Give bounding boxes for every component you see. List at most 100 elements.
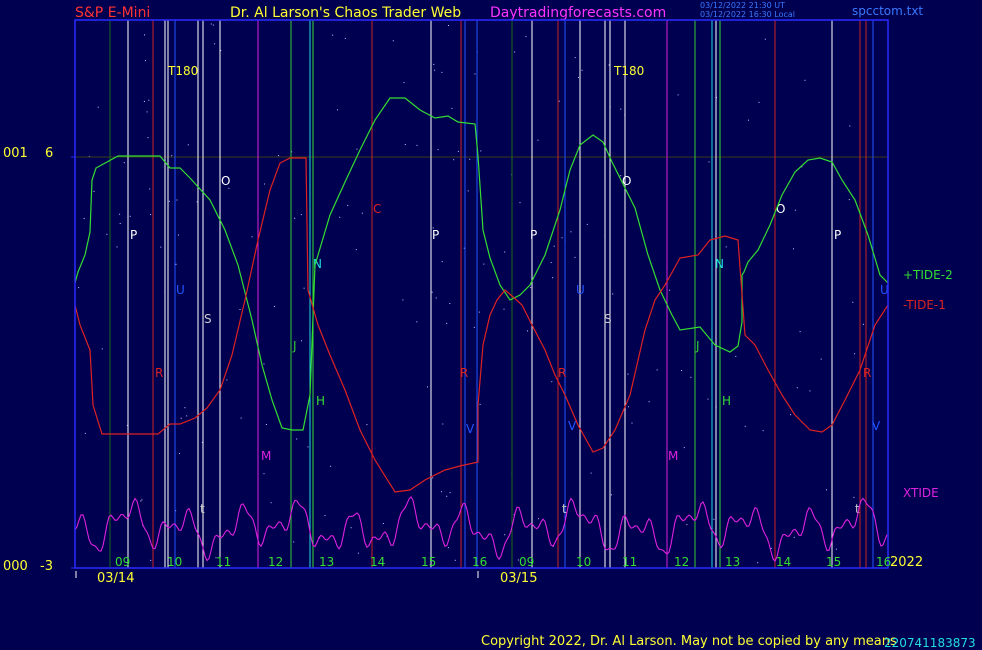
- background-dot: [93, 190, 95, 192]
- background-dot: [150, 559, 152, 561]
- background-dot: [558, 100, 560, 102]
- background-dot: [744, 425, 746, 427]
- background-dot: [478, 311, 480, 313]
- background-dot: [713, 518, 715, 520]
- background-dot: [144, 34, 145, 36]
- event-marker-label: R: [863, 366, 871, 380]
- background-dot: [793, 248, 794, 250]
- event-marker-label: V: [466, 422, 475, 436]
- background-dot: [416, 321, 418, 323]
- background-dot: [849, 125, 851, 127]
- background-dot: [291, 151, 293, 153]
- background-dot: [517, 559, 519, 561]
- copyright-notice: Copyright 2022, Dr. Al Larson. May not b…: [481, 634, 897, 649]
- background-dot: [686, 524, 688, 526]
- event-marker-label: O: [622, 174, 631, 188]
- event-marker-label: S: [204, 312, 212, 326]
- event-marker-label: V: [872, 419, 881, 433]
- background-dot: [707, 398, 709, 400]
- background-dot: [519, 202, 521, 204]
- background-dot: [627, 373, 629, 375]
- event-marker-label: M: [668, 449, 678, 463]
- background-dot: [447, 547, 449, 549]
- background-dot: [449, 303, 451, 304]
- background-dot: [149, 188, 151, 190]
- hour-tick-label: 09: [115, 555, 130, 569]
- background-dot: [402, 299, 404, 301]
- background-dot: [527, 330, 528, 332]
- background-dot: [434, 69, 436, 71]
- background-dot: [186, 415, 188, 417]
- background-dot: [263, 473, 265, 475]
- background-dot: [848, 199, 850, 201]
- hour-tick-label: 13: [725, 555, 740, 569]
- background-dot: [392, 40, 394, 42]
- background-dot: [239, 309, 241, 310]
- event-marker-label: t: [562, 502, 567, 516]
- background-dot: [708, 161, 710, 163]
- background-dot: [263, 363, 265, 365]
- background-dot: [681, 370, 683, 371]
- timestamp-ut: 03/12/2022 21:30 UT: [700, 1, 785, 10]
- background-dot: [78, 287, 80, 289]
- background-dot: [106, 233, 108, 235]
- background-dot: [483, 263, 485, 265]
- background-dot: [160, 246, 162, 248]
- background-dot: [581, 69, 583, 71]
- background-dot: [432, 227, 434, 229]
- background-dot: [404, 144, 406, 145]
- event-marker-label: O: [221, 174, 230, 188]
- background-dot: [171, 155, 173, 157]
- year-label: 2022: [890, 555, 924, 570]
- background-dot: [474, 73, 476, 75]
- series-line-tide-plus: [74, 97, 889, 431]
- background-dot: [427, 386, 428, 388]
- date-label-2: 03/15: [500, 571, 538, 586]
- background-dot: [432, 477, 434, 479]
- background-dot: [356, 148, 358, 150]
- site-link[interactable]: Daytradingforecasts.com: [490, 5, 667, 21]
- background-dot: [690, 376, 692, 378]
- background-dot: [656, 369, 658, 371]
- background-dot: [620, 108, 622, 110]
- hour-tick-label: 12: [268, 555, 283, 569]
- chart-author-title: Dr. Al Larson's Chaos Trader Web: [230, 5, 462, 21]
- hour-tick-label: 14: [776, 555, 791, 569]
- background-dot: [319, 537, 321, 539]
- background-dot: [551, 381, 553, 383]
- background-dot: [683, 447, 685, 449]
- background-dot: [324, 515, 326, 516]
- hour-tick-label: 12: [674, 555, 689, 569]
- background-dot: [97, 106, 99, 108]
- series-line-xtide: [74, 495, 888, 563]
- y-tick-prefix-bottom: 000: [3, 559, 28, 574]
- background-dot: [446, 495, 448, 497]
- hour-tick-label: 10: [167, 555, 182, 569]
- background-dot: [446, 322, 448, 324]
- background-dot: [748, 119, 749, 121]
- event-marker-label: J: [695, 339, 700, 353]
- background-dot: [770, 547, 772, 549]
- background-dot: [467, 190, 469, 192]
- background-dot: [214, 43, 216, 45]
- background-dot: [296, 438, 298, 440]
- event-marker-label: T180: [167, 64, 198, 78]
- background-dot: [263, 183, 265, 185]
- event-marker-label: R: [558, 366, 566, 380]
- background-dot: [350, 527, 352, 529]
- y-tick-label-top: 6: [45, 146, 54, 161]
- background-dot: [150, 214, 152, 216]
- background-dot: [608, 64, 610, 66]
- background-dot: [307, 446, 309, 448]
- hour-tick-label: 16: [876, 555, 891, 569]
- hour-tick-label: 09: [519, 555, 534, 569]
- background-dot: [119, 213, 121, 215]
- background-dot: [586, 223, 588, 225]
- event-marker-label: J: [292, 339, 297, 353]
- legend-tide-minus: -TIDE-1: [903, 298, 946, 312]
- background-dot: [83, 218, 85, 219]
- background-dot: [300, 214, 302, 216]
- hour-tick-label: 10: [576, 555, 591, 569]
- background-dot: [339, 216, 341, 218]
